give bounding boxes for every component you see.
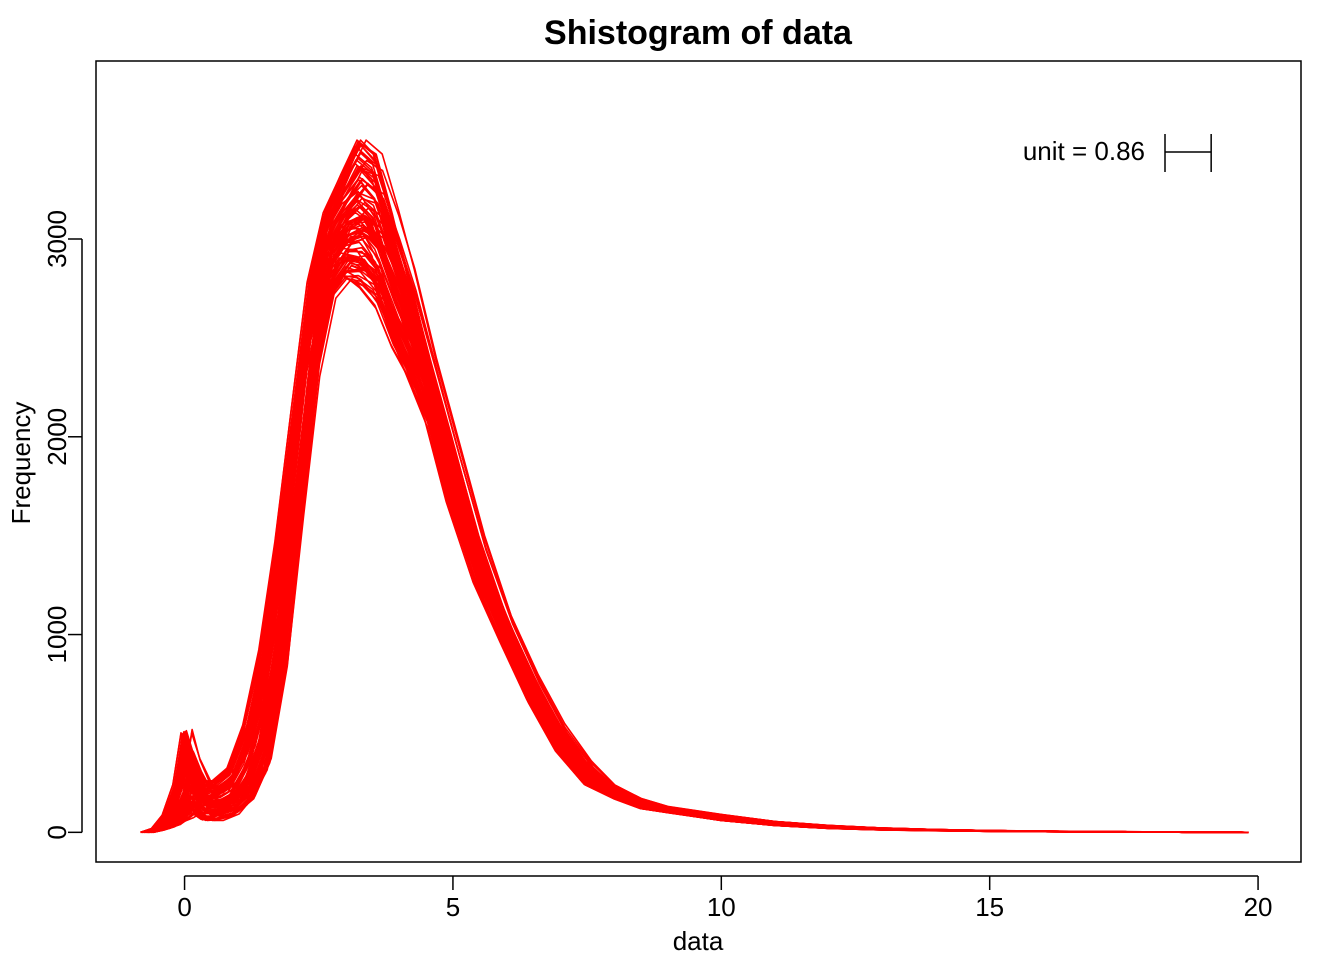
series-line <box>145 142 1248 834</box>
x-axis-label: data <box>673 926 724 956</box>
x-axis: 0 5 10 15 20 <box>177 875 1273 922</box>
series-line <box>145 144 1248 834</box>
unit-bar <box>1164 134 1212 172</box>
series-line <box>143 141 1247 834</box>
y-tick-label: 3000 <box>42 210 72 268</box>
series-line <box>141 165 1247 834</box>
y-axis-label: Frequency <box>6 402 36 525</box>
series-line <box>144 143 1247 834</box>
series-line <box>143 165 1247 834</box>
y-tick-label: 1000 <box>42 606 72 664</box>
y-tick-label: 0 <box>42 825 72 839</box>
series-line <box>145 139 1248 834</box>
y-tick-label: 2000 <box>42 408 72 466</box>
series-line <box>145 152 1248 834</box>
x-tick-label: 5 <box>446 892 460 922</box>
series-line <box>143 157 1247 834</box>
series-line <box>142 139 1247 834</box>
chart-title: Shistogram of data <box>544 14 853 52</box>
unit-annotation: unit = 0.86 <box>1023 134 1212 172</box>
series-curves <box>140 139 1249 834</box>
plot-frame <box>95 60 1302 863</box>
y-axis: 0 1000 2000 3000 <box>42 210 83 840</box>
x-tick-label: 0 <box>177 892 191 922</box>
series-line <box>145 151 1248 834</box>
x-tick-label: 15 <box>975 892 1004 922</box>
series-line <box>141 159 1247 834</box>
series-line <box>146 250 1248 834</box>
series-line <box>152 265 1249 834</box>
x-tick-label: 20 <box>1244 892 1273 922</box>
unit-label: unit = 0.86 <box>1023 136 1145 166</box>
x-tick-label: 10 <box>707 892 736 922</box>
